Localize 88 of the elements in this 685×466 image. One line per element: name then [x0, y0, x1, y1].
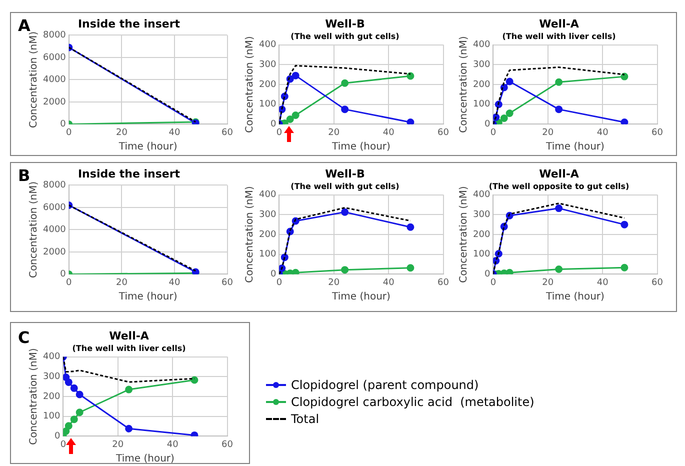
- chart-title: Well-A: [539, 17, 580, 30]
- y-tick-label: 100: [472, 250, 490, 260]
- y-tick-label: 200: [258, 230, 276, 240]
- chart-subtitle: (The well with liver cells): [502, 32, 616, 42]
- y-tick-label: 0: [484, 120, 490, 130]
- y-tick-label: 0: [484, 270, 490, 280]
- y-tick-label: 2000: [43, 247, 66, 258]
- y-tick-label: 0: [54, 432, 60, 442]
- chart-title: Inside the insert: [78, 167, 180, 180]
- y-axis-title: Concentration (nM): [244, 36, 256, 133]
- x-tick-label: 40: [168, 278, 180, 288]
- x-tick-label: 40: [596, 128, 609, 138]
- chart-title: Well-A: [539, 167, 580, 180]
- y-tick-label: 100: [258, 250, 276, 260]
- y-tick-label: 6000: [43, 202, 66, 213]
- y-tick-label: 400: [258, 40, 276, 50]
- y-tick-label: 4000: [43, 225, 66, 236]
- x-tick-label: 40: [596, 278, 609, 288]
- y-axis-title: Concentration (nM): [244, 186, 256, 283]
- x-axis-title: Time (hour): [331, 292, 391, 303]
- chart-title: Well-B: [325, 167, 365, 180]
- y-tick-label: 300: [258, 210, 276, 220]
- x-axis-title: Time (hour): [331, 142, 391, 153]
- chart-subtitle: (The well with liver cells): [72, 344, 186, 354]
- y-tick-label: 300: [258, 60, 276, 70]
- legend-label: Clopidogrel carboxylic acid (metabolite): [291, 394, 534, 408]
- x-tick-label: 20: [542, 278, 554, 288]
- x-tick-label: 40: [166, 440, 179, 450]
- y-tick-label: 400: [42, 352, 60, 362]
- x-tick-label: 20: [112, 440, 124, 450]
- y-axis-title: Concentration (nM): [458, 186, 470, 283]
- y-tick-label: 400: [258, 190, 276, 200]
- x-tick-label: 60: [438, 128, 450, 138]
- y-tick-label: 400: [472, 190, 490, 200]
- y-tick-label: 200: [42, 392, 60, 402]
- y-tick-label: 4000: [43, 75, 66, 86]
- x-tick-label: 60: [222, 278, 234, 288]
- y-axis-title: Concentration (nM): [458, 36, 470, 133]
- y-tick-label: 6000: [43, 52, 66, 63]
- chart-subtitle: (The well opposite to gut cells): [488, 182, 630, 192]
- text: C: [18, 328, 30, 347]
- chart-subtitle: (The well with gut cells): [290, 182, 400, 192]
- x-axis-title: Time (hour): [115, 454, 175, 465]
- legend-label: Total: [291, 412, 320, 426]
- x-tick-label: 20: [328, 128, 340, 138]
- y-tick-label: 300: [472, 60, 490, 70]
- chart-title: Well-B: [325, 17, 365, 30]
- x-axis-title: Time (hour): [545, 292, 605, 303]
- y-tick-label: 0: [60, 120, 66, 130]
- y-axis-title: Concentration (nM): [28, 348, 40, 445]
- x-tick-label: 20: [116, 278, 128, 288]
- x-tick-label: 20: [328, 278, 340, 288]
- y-tick-label: 8000: [43, 180, 66, 191]
- x-axis-title: Time (hour): [118, 292, 178, 303]
- y-axis-title: Concentration (nM): [28, 31, 40, 128]
- y-tick-label: 200: [258, 80, 276, 90]
- y-tick-label: 100: [472, 100, 490, 110]
- y-tick-label: 100: [42, 412, 60, 422]
- x-tick-label: 60: [222, 128, 234, 138]
- y-tick-label: 100: [258, 100, 276, 110]
- y-tick-label: 2000: [43, 97, 66, 108]
- text: A: [18, 16, 30, 35]
- x-tick-label: 40: [382, 278, 395, 288]
- y-tick-label: 400: [472, 40, 490, 50]
- chart-title: Well-A: [109, 329, 150, 342]
- y-tick-label: 0: [270, 270, 276, 280]
- y-tick-label: 0: [60, 270, 66, 280]
- x-tick-label: 60: [222, 440, 234, 450]
- x-tick-label: 60: [438, 278, 450, 288]
- legend-label: Clopidogrel (parent compound): [291, 378, 479, 392]
- x-tick-label: 60: [652, 128, 664, 138]
- x-tick-label: 20: [116, 128, 128, 138]
- chart-subtitle: (The well with gut cells): [290, 32, 400, 42]
- y-tick-label: 8000: [43, 30, 66, 41]
- y-tick-label: 300: [472, 210, 490, 220]
- y-axis-title: Concentration (nM): [28, 181, 40, 278]
- x-tick-label: 60: [652, 278, 664, 288]
- y-tick-label: 0: [270, 120, 276, 130]
- y-tick-label: 200: [472, 80, 490, 90]
- x-axis-title: Time (hour): [545, 142, 605, 153]
- x-tick-label: 40: [382, 128, 395, 138]
- x-tick-label: 40: [168, 128, 180, 138]
- chart-title: Inside the insert: [78, 17, 180, 30]
- y-tick-label: 200: [472, 230, 490, 240]
- text: B: [18, 166, 30, 185]
- x-axis-title: Time (hour): [118, 142, 178, 153]
- y-tick-label: 300: [42, 372, 60, 382]
- x-tick-label: 20: [542, 128, 554, 138]
